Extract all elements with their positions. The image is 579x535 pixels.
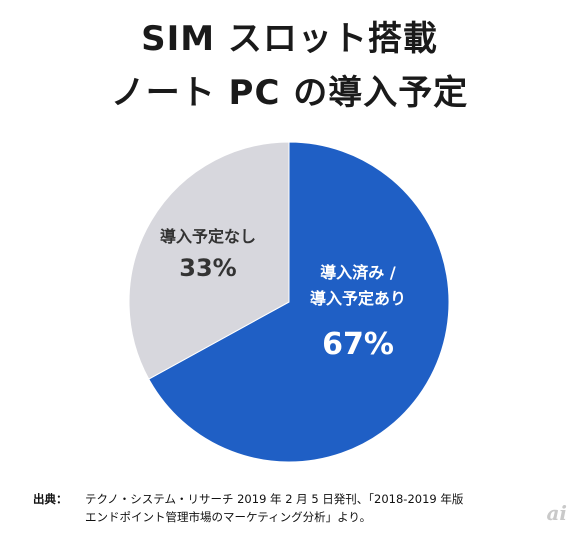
source-note: 出典： テクノ・システム・リサーチ 2019 年 2 月 5 日発刊、「2018-…: [33, 490, 463, 526]
slice-value-1: 33%: [179, 254, 236, 282]
chart-title-line-1: SIM スロット搭載: [141, 19, 438, 59]
slice-label-1-line-0: 導入予定なし: [160, 227, 256, 246]
slice-value-0: 67%: [322, 327, 394, 362]
source-line-1: テクノ・システム・リサーチ 2019 年 2 月 5 日発刊、「2018-201…: [85, 492, 464, 506]
slice-label-0-line-0: 導入済み /: [320, 263, 396, 282]
chart-title-line-2: ノート PC の導入予定: [110, 73, 469, 113]
pie-slice-0: [148, 141, 450, 463]
pie-chart: 導入済み / 導入予定あり 67% 導入予定なし 33%: [128, 141, 450, 463]
slice-label-0-line-1: 導入予定あり: [310, 289, 406, 308]
publisher-logo: ai: [546, 501, 567, 525]
pie-slice-1: [128, 141, 290, 380]
source-prefix: 出典：: [33, 492, 68, 506]
source-line-2: エンドポイント管理市場のマーケティング分析」より。: [85, 510, 372, 524]
